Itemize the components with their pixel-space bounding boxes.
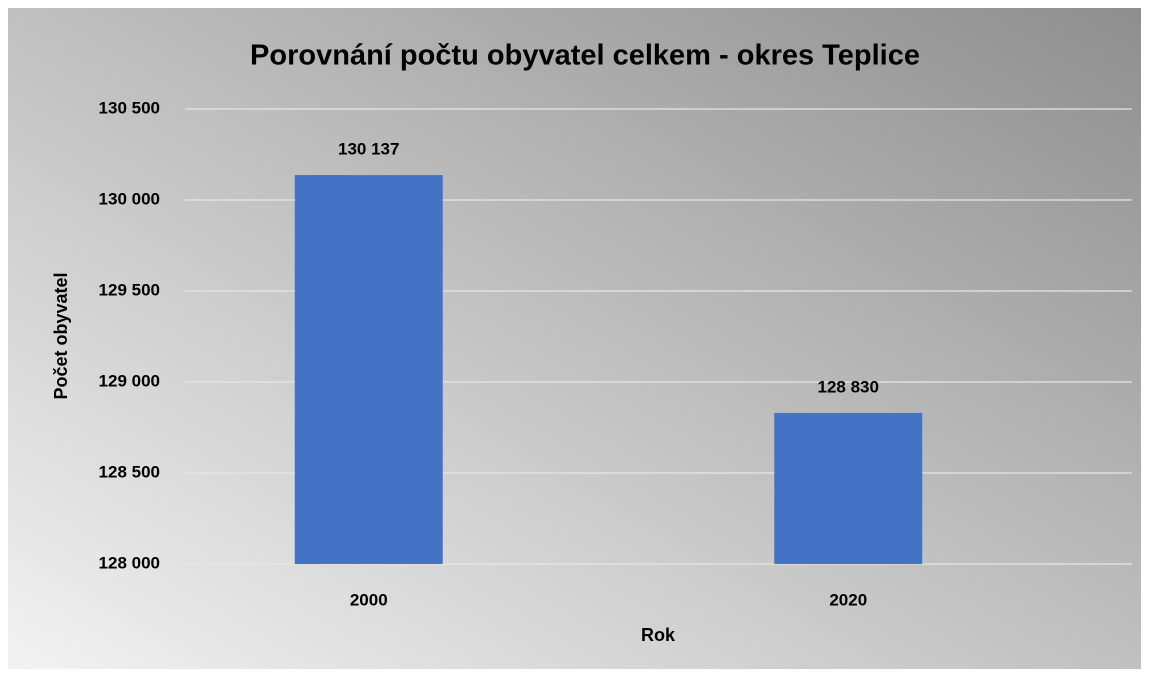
y-tick-label: 129 500 <box>99 280 160 299</box>
y-axis-title: Počet obyvatel <box>51 272 71 399</box>
bar <box>774 412 923 564</box>
bar <box>294 175 443 565</box>
x-tick-label: 2020 <box>829 590 867 609</box>
y-tick-label: 129 000 <box>99 371 160 390</box>
y-tick-label: 130 000 <box>99 189 160 208</box>
chart-title: Porovnání počtu obyvatel celkem - okres … <box>250 40 920 72</box>
x-tick-label: 2000 <box>350 590 388 609</box>
chart-background <box>8 8 1141 669</box>
y-tick-label: 128 000 <box>99 553 160 572</box>
y-tick-label: 128 500 <box>99 462 160 481</box>
data-label: 128 830 <box>818 377 879 396</box>
y-tick-label: 130 500 <box>99 98 160 117</box>
data-label: 130 137 <box>338 140 399 159</box>
x-axis-title: Rok <box>641 625 676 645</box>
